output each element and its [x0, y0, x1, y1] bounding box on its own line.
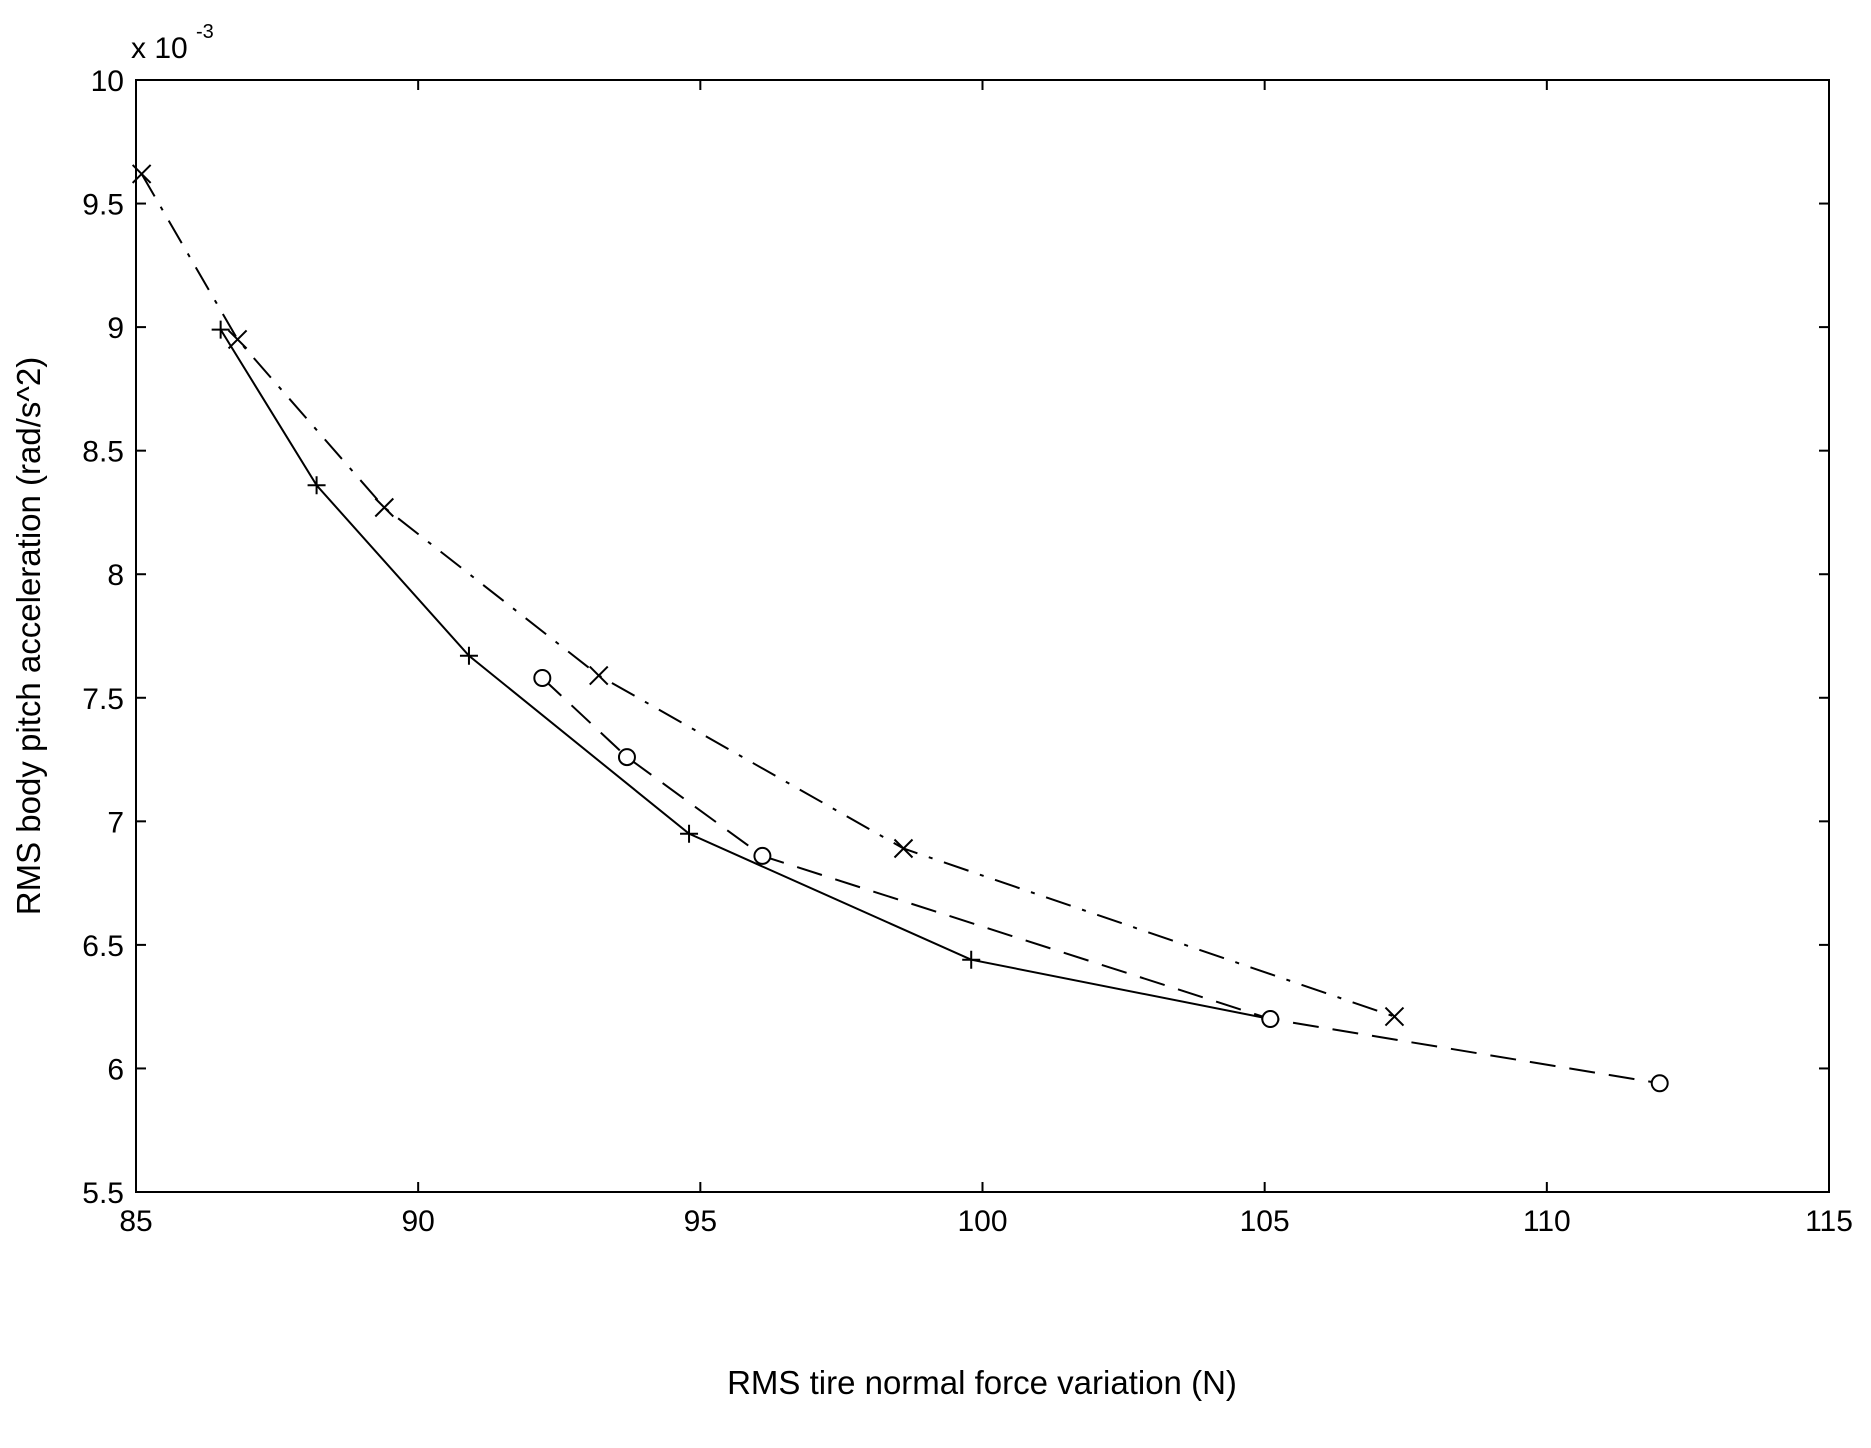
series-2: [533, 669, 1669, 1093]
y-tick-label: 8.5: [82, 436, 124, 469]
y-tick-label: 5.5: [82, 1177, 124, 1210]
series-line: [140, 173, 1395, 1018]
y-tick-label: 8: [107, 559, 124, 592]
y-tick-label: 9: [107, 312, 124, 345]
x-axis-label: RMS tire normal force variation (N): [727, 1364, 1237, 1401]
data-point-plus: [962, 950, 981, 969]
x-tick-label: 100: [957, 1205, 1007, 1238]
y-tick-label: 7.5: [82, 683, 124, 716]
data-point-plus: [459, 646, 478, 665]
y-tick-label: 10: [91, 65, 124, 98]
data-point-cross: [893, 838, 914, 859]
data-point-circle: [1261, 1010, 1280, 1029]
series-line: [219, 329, 1271, 1020]
x-tick-label: 90: [401, 1205, 434, 1238]
x-tick-label: 105: [1240, 1205, 1290, 1238]
series-3: [131, 164, 1405, 1027]
y-tick-label: 9.5: [82, 189, 124, 222]
y-axis-multiplier: x 10: [131, 32, 188, 65]
data-point-circle: [533, 669, 552, 688]
plot-area: [135, 79, 1830, 1193]
y-tick-label: 6.5: [82, 930, 124, 963]
data-point-cross: [374, 497, 395, 518]
x-tick-label: 110: [1523, 1205, 1571, 1238]
data-point-plus: [211, 320, 230, 339]
x-tick-label: 85: [119, 1205, 152, 1238]
data-point-circle: [753, 846, 772, 865]
data-point-cross: [131, 164, 152, 184]
series-layer: [131, 164, 1669, 1093]
data-point-cross: [589, 665, 609, 686]
axis-ticks: 85 90 95 100 105 110 115 5.5 6 6.5 7 7.5 8 8.5 9 9.5 10: [82, 65, 1853, 1238]
data-point-circle: [1650, 1074, 1669, 1093]
y-axis-label: RMS body pitch acceleration (rad/s^2): [10, 357, 47, 915]
y-axis-multiplier-exponent: -3: [196, 21, 214, 43]
data-point-plus: [680, 824, 699, 843]
x-tick-label: 95: [684, 1205, 717, 1238]
data-point-plus: [307, 476, 326, 495]
data-point-circle: [617, 748, 636, 767]
y-tick-label: 7: [107, 806, 124, 839]
y-tick-label: 6: [107, 1053, 124, 1086]
data-point-cross: [227, 329, 248, 350]
x-tick-label: 115: [1805, 1205, 1853, 1238]
data-point-cross: [1384, 1006, 1405, 1027]
